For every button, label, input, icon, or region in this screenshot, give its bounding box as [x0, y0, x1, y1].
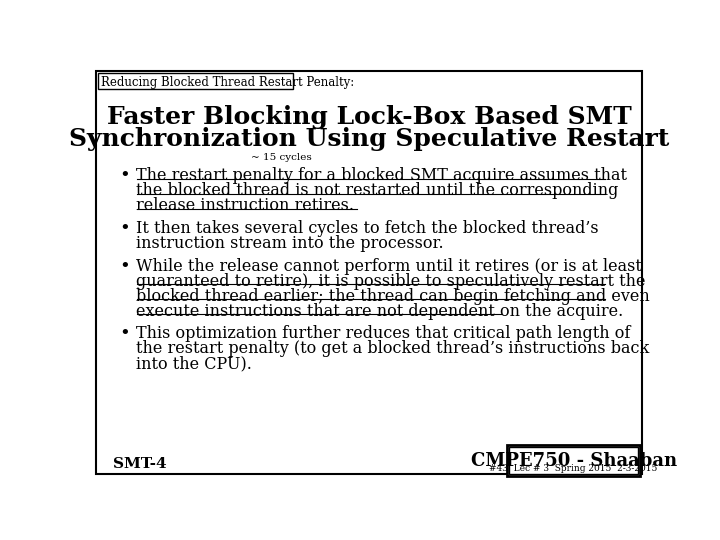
Text: SMT-4: SMT-4 — [113, 457, 167, 471]
FancyBboxPatch shape — [98, 72, 293, 90]
Text: guaranteed to retire), it is possible to speculatively restart the: guaranteed to retire), it is possible to… — [137, 273, 646, 289]
FancyBboxPatch shape — [96, 71, 642, 475]
Text: It then takes several cycles to fetch the blocked thread’s: It then takes several cycles to fetch th… — [137, 220, 599, 237]
Text: #43  Lec # 3  Spring 2015  2-3-2015: #43 Lec # 3 Spring 2015 2-3-2015 — [490, 464, 658, 473]
Text: •: • — [120, 326, 130, 343]
FancyBboxPatch shape — [509, 448, 638, 474]
Text: •: • — [120, 220, 130, 238]
Text: execute instructions that are not dependent on the acquire.: execute instructions that are not depend… — [137, 303, 624, 320]
Text: CMPE750 - Shaaban: CMPE750 - Shaaban — [471, 452, 677, 470]
Text: •: • — [120, 258, 130, 276]
Text: ~ 15 cycles: ~ 15 cycles — [251, 153, 312, 161]
Text: blocked thread earlier; the thread can begin fetching and even: blocked thread earlier; the thread can b… — [137, 288, 650, 305]
Text: Reducing Blocked Thread Restart Penalty:: Reducing Blocked Thread Restart Penalty: — [101, 76, 354, 89]
Text: release instruction retires.: release instruction retires. — [137, 197, 354, 214]
Text: into the CPU).: into the CPU). — [137, 355, 253, 373]
Text: While the release cannot perform until it retires (or is at least: While the release cannot perform until i… — [137, 258, 642, 275]
FancyBboxPatch shape — [507, 445, 640, 476]
Text: instruction stream into the processor.: instruction stream into the processor. — [137, 235, 444, 252]
Text: Faster Blocking Lock-Box Based SMT: Faster Blocking Lock-Box Based SMT — [107, 105, 631, 129]
Text: This optimization further reduces that critical path length of: This optimization further reduces that c… — [137, 326, 631, 342]
Text: Synchronization Using Speculative Restart: Synchronization Using Speculative Restar… — [69, 127, 669, 151]
Text: The restart penalty for a blocked SMT acquire assumes that: The restart penalty for a blocked SMT ac… — [137, 167, 628, 184]
Text: the blocked thread is not restarted until the corresponding: the blocked thread is not restarted unti… — [137, 182, 619, 199]
Text: •: • — [120, 167, 130, 185]
Text: the restart penalty (to get a blocked thread’s instructions back: the restart penalty (to get a blocked th… — [137, 340, 649, 357]
